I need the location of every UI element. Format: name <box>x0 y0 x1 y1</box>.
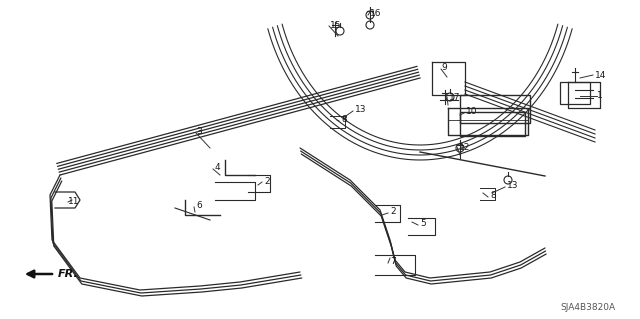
Text: 13: 13 <box>355 106 367 115</box>
Text: FR.: FR. <box>58 269 79 279</box>
Text: 8: 8 <box>341 115 347 124</box>
Text: 16: 16 <box>370 10 381 19</box>
Text: 5: 5 <box>420 219 426 228</box>
Text: 14: 14 <box>595 70 606 79</box>
Text: 2: 2 <box>264 176 269 186</box>
Text: 2: 2 <box>390 207 396 217</box>
Text: 11: 11 <box>68 197 79 206</box>
Text: 9: 9 <box>441 63 447 72</box>
Text: 4: 4 <box>215 164 221 173</box>
Text: 3: 3 <box>196 128 202 137</box>
Text: 13: 13 <box>507 182 518 190</box>
Text: 7: 7 <box>390 257 396 266</box>
Text: 1: 1 <box>597 92 603 100</box>
Bar <box>560 82 590 104</box>
Text: 10: 10 <box>466 108 477 116</box>
Text: 12: 12 <box>459 143 470 152</box>
Bar <box>460 112 525 136</box>
Text: 17: 17 <box>449 93 461 101</box>
Text: 8: 8 <box>490 191 496 201</box>
Bar <box>460 95 530 123</box>
Text: 15: 15 <box>330 21 342 31</box>
Text: 6: 6 <box>196 202 202 211</box>
Text: SJA4B3820A: SJA4B3820A <box>560 303 615 313</box>
